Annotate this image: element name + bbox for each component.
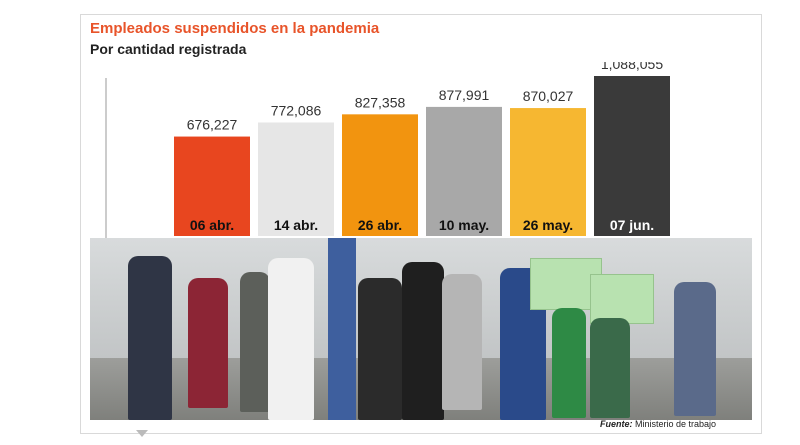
- photo-person: [358, 278, 402, 420]
- value-label-2: 772,086: [271, 102, 322, 118]
- chart-title: Empleados suspendidos en la pandemia: [90, 20, 380, 37]
- protest-photo: [90, 238, 752, 420]
- photo-protest-sign: [590, 274, 654, 324]
- photo-person: [240, 272, 270, 412]
- photo-person: [128, 256, 172, 420]
- photo-person: [442, 274, 482, 410]
- chart-subtitle: Por cantidad registrada: [90, 41, 247, 57]
- value-label-3: 827,358: [355, 94, 406, 110]
- source-value: Ministerio de trabajo: [635, 419, 717, 429]
- category-label-4: 10 may.: [439, 217, 489, 233]
- value-label-5: 870,027: [523, 88, 574, 104]
- category-label-6: 07 jun.: [610, 217, 654, 233]
- source-label: Fuente:: [600, 419, 633, 429]
- photo-person: [188, 278, 228, 408]
- photo-person: [590, 318, 630, 418]
- category-label-1: 06 abr.: [190, 217, 234, 233]
- category-label-2: 14 abr.: [274, 217, 318, 233]
- bar-1: [174, 136, 250, 236]
- photo-person: [674, 282, 716, 416]
- bar-5: [510, 108, 586, 236]
- bar-chart: 676,227 06 abr. 772,086 14 abr. 827,358 26 ab…: [105, 62, 670, 238]
- value-label-4: 877,991: [439, 87, 490, 103]
- callout-pointer: [136, 430, 148, 437]
- photo-person: [268, 258, 314, 420]
- category-label-5: 26 may.: [523, 217, 573, 233]
- photo-person: [552, 308, 586, 418]
- bar-2: [258, 122, 334, 236]
- photo-person: [402, 262, 444, 420]
- value-label-1: 676,227: [187, 117, 238, 133]
- bar-4: [426, 106, 502, 236]
- source-note: Fuente: Ministerio de trabajo: [600, 419, 716, 429]
- category-label-3: 26 abr.: [358, 217, 402, 233]
- bar-3: [342, 114, 418, 236]
- value-label-6: 1,088,055: [601, 62, 663, 72]
- bar-6: [594, 76, 670, 236]
- photo-blue-post: [328, 238, 356, 420]
